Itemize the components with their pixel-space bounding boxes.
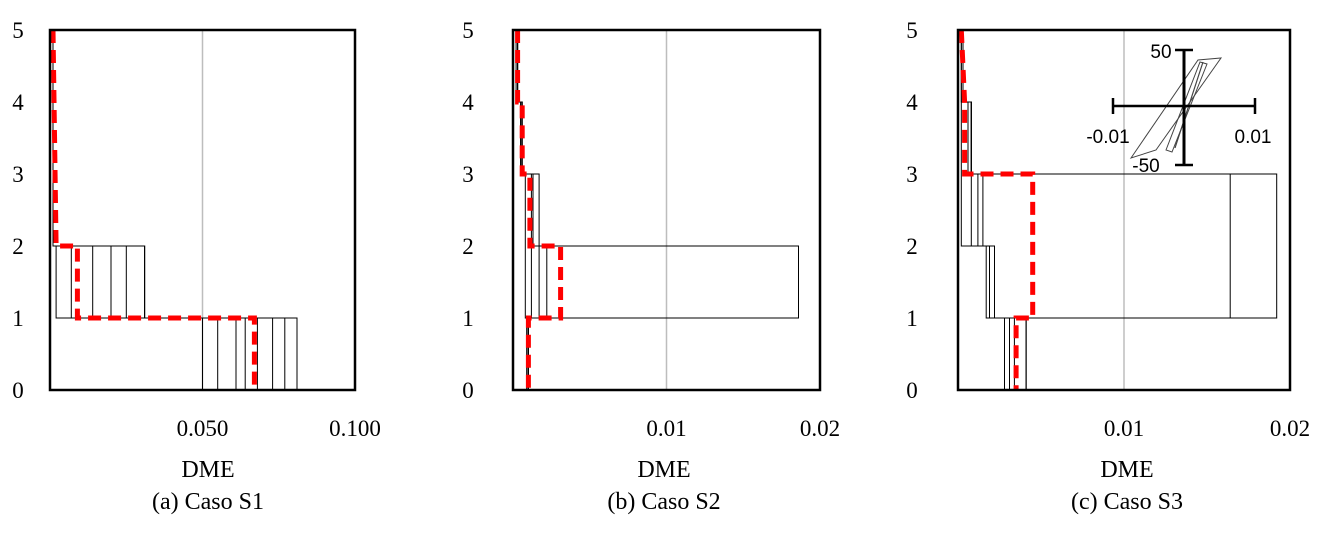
y-tick-label: 1 [12,306,24,331]
y-tick-label: 5 [462,18,474,43]
plot-frame [48,28,357,392]
x-tick-label: 0.01 [1104,416,1144,441]
series-line-7 [52,30,286,390]
series-line-1 [52,30,203,390]
y-tick-label: 4 [462,90,474,115]
y-tick-label: 5 [906,18,918,43]
x-axis-label: DME [1100,457,1153,483]
series-line-5 [517,30,799,390]
series-line-3 [52,30,237,390]
y-tick-label: 2 [462,234,474,259]
panel-a: 0 1 2 3 4 5 0.050 0.100 DME (a) Caso S1 [12,18,381,515]
y-tick-label: 2 [12,234,24,259]
envelope-line [50,29,257,390]
y-tick-label: 0 [462,378,474,403]
inset-tick-label: 0.01 [1235,127,1272,148]
series-line-4 [52,30,246,390]
panel-b: 0 1 2 3 4 5 0.01 0.02 DME (b) Caso S2 [462,18,840,515]
series-line-8 [52,30,298,390]
envelope-line [958,29,1036,390]
plot-frame [956,28,1292,392]
x-axis-label: DME [181,457,234,483]
inset-hysteresis-plot: 50 -50-0.01 0.01 [1086,42,1271,177]
y-tick-label: 3 [906,162,918,187]
series-line-2 [960,30,1010,390]
series-line-2 [52,30,219,390]
y-tick-label: 3 [462,162,474,187]
series-line-6 [962,30,1278,390]
panel-c: 0 1 2 3 4 5 0.01 0.02 DME (c) Caso S3 50 -50-0.01 0.… [906,18,1310,515]
y-tick-label: 1 [462,306,474,331]
series-line-5 [52,30,258,390]
y-tick-label: 4 [12,90,24,115]
envelope-line [515,30,564,390]
y-tick-label: 1 [906,306,918,331]
series-line-3 [962,30,1015,390]
x-axis-label: DME [637,457,690,483]
x-tick-label: 0.050 [177,416,229,441]
hysteresis-loop [1165,61,1208,153]
x-tick-label: 0.100 [329,416,381,441]
inset-tick-label: -0.01 [1086,127,1129,148]
y-tick-label: 2 [906,234,918,259]
x-tick-label: 0.02 [800,416,840,441]
y-tick-label: 4 [906,90,918,115]
y-tick-label: 0 [906,378,918,403]
inset-tick-label: 50 [1150,42,1171,63]
series-line-5 [962,30,1231,390]
y-tick-label: 3 [12,162,24,187]
x-tick-label: 0.02 [1270,416,1310,441]
panel-caption: (a) Caso S1 [152,489,264,515]
plot-frame [511,28,822,392]
y-tick-label: 0 [12,378,24,403]
inset-tick-label: -50 [1132,156,1159,177]
panel-caption: (c) Caso S3 [1071,489,1183,515]
panel-caption: (b) Caso S2 [607,489,720,515]
series-line-6 [52,30,274,390]
hysteresis-loop [1129,57,1223,159]
x-tick-label: 0.01 [646,416,686,441]
y-tick-label: 5 [12,18,24,43]
